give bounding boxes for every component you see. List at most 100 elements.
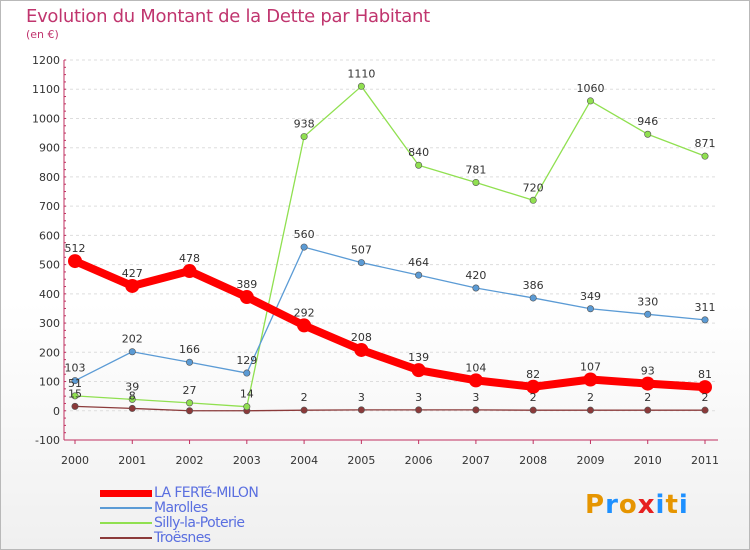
data-point (583, 372, 598, 387)
data-label: 1060 (576, 82, 604, 95)
data-point (300, 243, 308, 251)
x-tick-label: 2006 (405, 454, 433, 467)
data-label: 840 (408, 146, 429, 159)
y-tick-label: 200 (39, 346, 60, 359)
data-point (526, 379, 541, 394)
legend-swatch (100, 490, 152, 497)
x-tick-label: 2007 (462, 454, 490, 467)
data-point (468, 373, 483, 388)
data-label: 82 (526, 368, 540, 381)
data-label: 938 (294, 118, 315, 131)
data-label: 103 (65, 362, 86, 375)
data-label: 129 (236, 354, 257, 367)
data-label: 51 (68, 377, 82, 390)
data-point (586, 305, 594, 313)
y-tick-label: 800 (39, 171, 60, 184)
data-point (529, 294, 537, 302)
data-point (415, 406, 423, 414)
legend-item-troesnes: Troësnes (100, 530, 300, 546)
data-label: 871 (695, 137, 716, 150)
x-tick-label: 2003 (233, 454, 261, 467)
y-tick-label: -100 (35, 434, 60, 447)
data-point (640, 376, 655, 391)
data-label: 781 (465, 163, 486, 176)
data-point (472, 406, 480, 414)
data-label: 560 (294, 228, 315, 241)
legend-item-la-ferte-milon: LA FERTé-MILON (100, 485, 300, 501)
data-point (701, 406, 709, 414)
data-label: 107 (580, 360, 601, 373)
y-tick-label: 0 (53, 405, 60, 418)
x-tick-label: 2005 (347, 454, 375, 467)
data-point (182, 264, 197, 279)
series-line (71, 257, 709, 392)
x-tick-label: 2004 (290, 454, 318, 467)
y-tick-label: 1100 (32, 83, 60, 96)
legend-swatch (100, 522, 152, 524)
data-point (411, 363, 426, 378)
data-label: 39 (125, 380, 139, 393)
data-point (529, 406, 537, 414)
data-point (698, 380, 712, 395)
data-point (71, 392, 79, 400)
data-label: 720 (523, 181, 544, 194)
data-point (125, 278, 140, 293)
proxiti-logo: Proxiti (585, 490, 689, 520)
data-label: 139 (408, 351, 429, 364)
data-label: 27 (183, 384, 197, 397)
data-label: 2 (644, 391, 651, 404)
data-point (357, 259, 365, 267)
logo-letter: t (665, 490, 679, 520)
data-point (415, 271, 423, 279)
legend-label: Troësnes (154, 530, 211, 546)
data-point (529, 196, 537, 204)
x-tick-label: 2001 (118, 454, 146, 467)
data-point (357, 82, 365, 90)
data-point (239, 290, 254, 305)
x-tick-label: 2009 (576, 454, 604, 467)
data-point (701, 152, 709, 160)
y-tick-label: 700 (39, 200, 60, 213)
data-point (71, 402, 79, 410)
data-point (128, 395, 136, 403)
data-label: 512 (65, 242, 86, 255)
legend-label: Silly-la-Poterie (154, 515, 245, 531)
data-label: 427 (122, 267, 143, 280)
chart-subtitle: (en €) (26, 28, 59, 41)
data-label: 311 (695, 301, 716, 314)
logo-letter: o (618, 490, 638, 520)
data-point (128, 404, 136, 412)
x-tick-label: 2011 (691, 454, 719, 467)
data-label: 166 (179, 343, 200, 356)
data-point (472, 178, 480, 186)
data-point (71, 377, 79, 385)
data-label: 2 (530, 391, 537, 404)
legend-item-marolles: Marolles (100, 500, 300, 516)
y-tick-label: 900 (39, 142, 60, 155)
data-label: 292 (294, 306, 315, 319)
chart-title: Evolution du Montant de la Dette par Hab… (26, 6, 430, 27)
data-point (472, 284, 480, 292)
logo-letter: P (585, 490, 606, 520)
y-tick-label: 300 (39, 317, 60, 330)
logo-letter: x (637, 490, 656, 520)
data-label: 2 (587, 391, 594, 404)
data-label: 330 (637, 295, 658, 308)
x-tick-label: 2000 (61, 454, 89, 467)
series-line (74, 85, 706, 408)
series-line (74, 405, 706, 412)
legend-label: Marolles (154, 500, 208, 516)
data-label: 1110 (347, 67, 375, 80)
data-label: 349 (580, 290, 601, 303)
y-tick-label: 100 (39, 376, 60, 389)
data-label: 420 (465, 269, 486, 282)
logo-letter: i (678, 490, 689, 520)
logo-letter: r (605, 490, 619, 520)
data-point (586, 97, 594, 105)
data-label: 478 (179, 252, 200, 265)
logo-letter: i (655, 490, 666, 520)
y-tick-label: 600 (39, 229, 60, 242)
y-tick-label: 500 (39, 259, 60, 272)
